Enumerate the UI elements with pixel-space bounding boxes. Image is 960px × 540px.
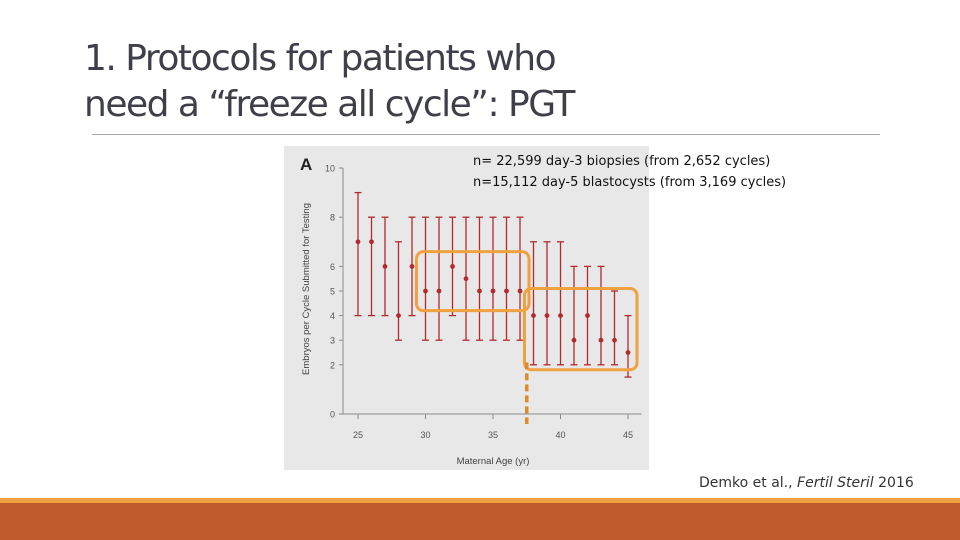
x-tick-label: 35 [488,430,498,440]
data-point [436,288,442,294]
data-point [423,288,428,294]
highlight-box-2 [523,287,639,372]
sample-size-note: n= 22,599 day-3 biopsies (from 2,652 cyc… [473,151,786,193]
chart-panel: A 0 2 3 4 5 6 8 10 25 30 35 40 45 Maternal Age (yr) Emb… [284,146,649,470]
data-point [585,313,590,318]
x-tick-label: 25 [353,430,363,440]
data-point [355,239,361,245]
slide-title-line-2: need a “freeze all cycle”: PGT [84,84,575,125]
data-point [382,264,388,269]
data-point [544,313,550,318]
citation-journal: Fertil Steril [797,475,874,491]
x-tick-label: 45 [623,430,633,440]
x-tick-label: 40 [555,430,565,440]
y-tick-label: 6 [330,262,335,272]
y-axis-label: Embryos per Cycle Submitted for Testing [301,203,312,375]
panel-label: A [300,155,312,174]
y-tick-label: 4 [330,311,335,321]
highlight-box-1 [415,250,531,313]
slide-title-line-1: 1. Protocols for patients who [84,38,557,79]
data-point [396,313,401,318]
data-point [450,264,455,269]
y-tick-label: 10 [325,164,335,174]
data-point [571,337,577,343]
y-tick-label: 5 [330,287,335,297]
citation: Demko et al., Fertil Steril 2016 [699,475,914,491]
slide-title: 1. Protocols for patients who need a “fr… [84,36,804,128]
data-point [612,337,617,343]
y-tick-label: 2 [330,360,335,370]
footer-accent-line [0,498,960,503]
x-axis-label: Maternal Age (yr) [457,456,530,467]
data-point [463,276,469,282]
footer-band [0,503,960,540]
x-tick-label: 30 [420,430,430,440]
data-point [598,337,604,343]
citation-authors: Demko et al., [699,475,798,491]
data-point [558,313,563,318]
sample-size-line-1: n= 22,599 day-3 biopsies (from 2,652 cyc… [473,154,771,169]
y-tick-label: 0 [330,410,335,420]
sample-size-line-2: n=15,112 day-5 blastocysts (from 3,169 c… [473,175,787,190]
title-divider [92,134,880,135]
data-point [625,350,631,355]
data-point [504,288,509,294]
citation-year: 2016 [873,475,914,491]
data-point [517,288,523,294]
y-tick-label: 3 [330,336,335,346]
data-point [369,239,374,245]
data-point [477,288,482,294]
data-point [531,313,536,318]
y-tick-label: 8 [330,213,335,223]
data-point [409,264,415,269]
data-point [490,288,496,294]
